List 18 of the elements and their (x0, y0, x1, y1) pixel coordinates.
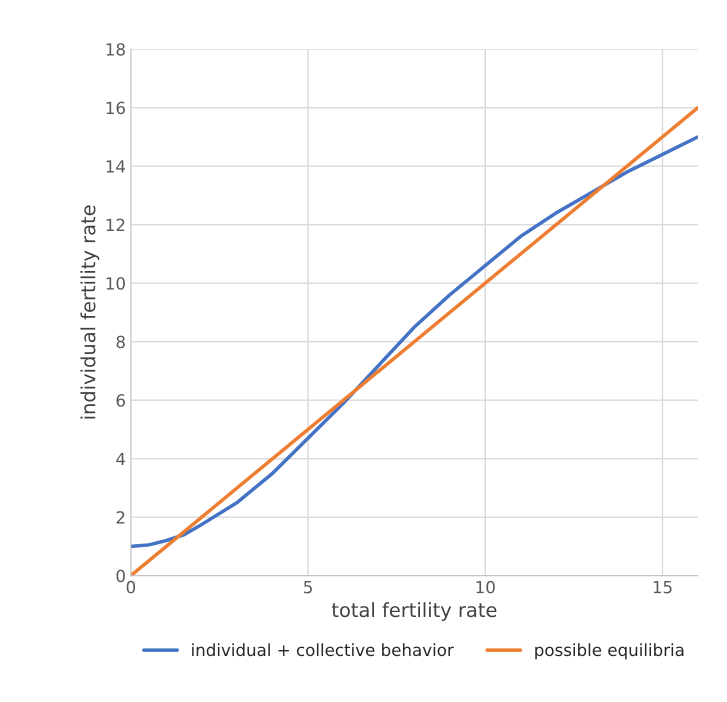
y-tick-label: 8 (116, 336, 125, 348)
x-tick-label: 10 (476, 580, 495, 594)
y-tick-label: 12 (106, 218, 124, 231)
x-tick-label: 15 (654, 581, 672, 594)
y-tick-label: 4 (116, 452, 126, 465)
y-tick-label: 16 (106, 102, 125, 114)
legend-label: individual + collective behavior (192, 643, 454, 656)
y-tick-label: 18 (106, 43, 125, 56)
x-tick-label: 0 (126, 580, 136, 594)
x-tick-label: 5 (304, 581, 312, 594)
x-axis-title: total fertility rate (332, 602, 496, 622)
y-tick-label: 14 (106, 160, 126, 172)
legend-label: possible equilibria (535, 643, 684, 660)
y-axis-title: individual fertility rate (80, 205, 100, 419)
y-tick-label: 2 (116, 511, 124, 524)
y-tick-label: 10 (106, 277, 125, 290)
y-tick-label: 6 (116, 394, 125, 407)
y-tick-label: 0 (116, 570, 125, 582)
